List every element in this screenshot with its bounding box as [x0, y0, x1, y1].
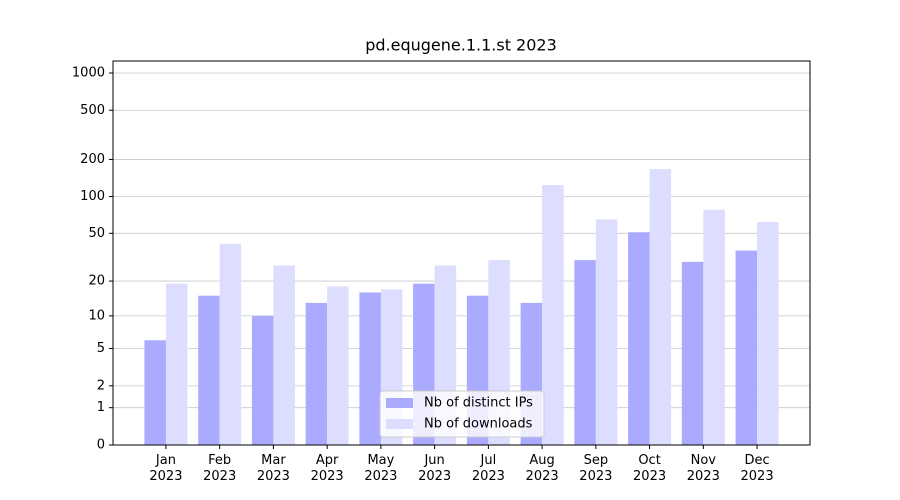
y-tick-label: 5 — [97, 341, 105, 356]
y-tick-label: 2 — [97, 378, 105, 393]
y-tick-label: 0 — [97, 438, 105, 453]
bar — [757, 221, 779, 445]
legend-label: Nb of downloads — [424, 417, 533, 432]
bar — [628, 232, 650, 445]
y-tick-label: 10 — [88, 308, 105, 323]
plot-frame — [112, 60, 811, 446]
x-tick-label: Jan 2023 — [149, 453, 183, 484]
chart-title: pd.equgene.1.1.st 2023 — [365, 36, 557, 55]
y-tick-label: 200 — [80, 152, 105, 167]
legend: Nb of distinct IPs Nb of downloads — [379, 390, 545, 438]
bar — [251, 315, 274, 445]
x-tick-label: Nov 2023 — [686, 453, 720, 484]
x-tick-label: May 2023 — [364, 453, 398, 484]
bar — [735, 250, 758, 445]
x-tick-label: Mar 2023 — [256, 453, 290, 484]
legend-swatch — [386, 398, 413, 408]
y-tick-label: 1 — [97, 400, 105, 415]
x-tick-label: Feb 2023 — [203, 453, 237, 484]
bar — [542, 185, 564, 445]
bar — [681, 261, 704, 445]
bar — [273, 265, 295, 445]
bar — [198, 295, 220, 445]
x-tick-label: Jun 2023 — [418, 453, 452, 484]
bar — [219, 243, 242, 445]
y-tick-label: 500 — [80, 103, 105, 118]
x-tick-label: Apr 2023 — [310, 453, 344, 484]
y-tick-label: 20 — [88, 274, 105, 289]
legend-label: Nb of distinct IPs — [424, 396, 533, 411]
x-tick-label: Aug 2023 — [525, 453, 559, 484]
legend-swatch — [386, 419, 413, 429]
bar — [595, 219, 618, 445]
legend-box — [379, 390, 545, 438]
bar — [703, 209, 725, 445]
bar — [574, 260, 596, 445]
x-tick-label: Sep 2023 — [579, 453, 613, 484]
bar — [165, 283, 188, 445]
x-tick-label: Jul 2023 — [471, 453, 505, 484]
bar — [649, 169, 672, 446]
bar — [305, 302, 328, 445]
bar — [359, 292, 381, 445]
y-tick-label: 1000 — [72, 66, 105, 81]
y-tick-label: 50 — [88, 226, 105, 241]
x-tick-label: Dec 2023 — [740, 453, 774, 484]
x-tick-label: Oct 2023 — [633, 453, 667, 484]
y-tick-label: 100 — [80, 189, 105, 204]
bar — [327, 286, 349, 445]
bar — [144, 340, 166, 445]
